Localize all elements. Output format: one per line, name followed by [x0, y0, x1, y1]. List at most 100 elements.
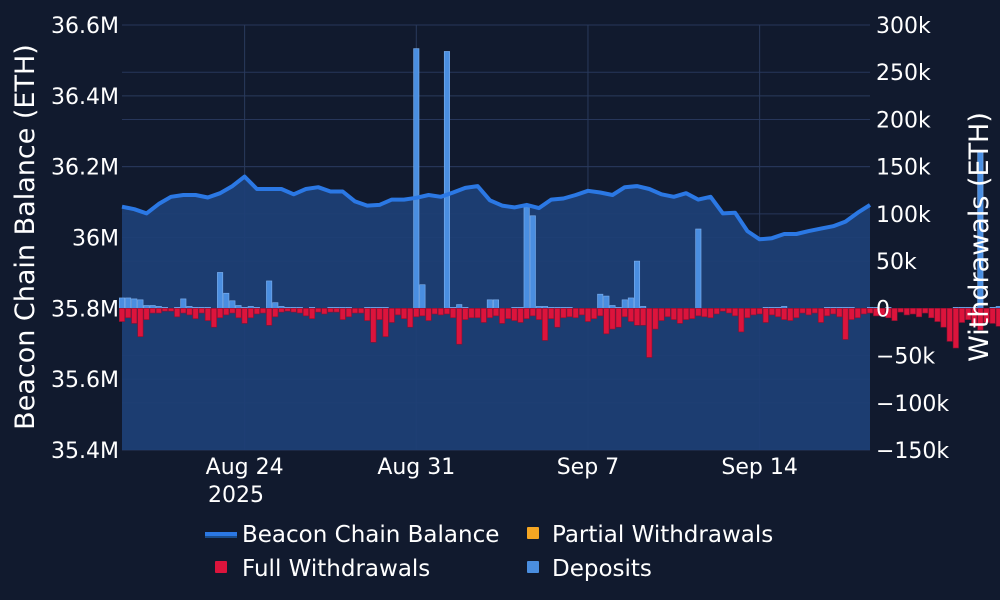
full-withdrawal-bar-48[interactable]	[413, 308, 420, 318]
deposit-bar-82[interactable]	[621, 299, 628, 309]
full-withdrawal-bar-97[interactable]	[713, 308, 720, 315]
full-withdrawal-bar-34[interactable]	[327, 308, 334, 313]
full-withdrawal-bar-101[interactable]	[738, 308, 745, 333]
full-withdrawal-bar-4[interactable]	[143, 308, 150, 320]
deposit-bar-5[interactable]	[149, 305, 156, 309]
full-withdrawal-bar-26[interactable]	[278, 308, 285, 313]
full-withdrawal-bar-129[interactable]	[909, 308, 916, 315]
full-withdrawal-bar-10[interactable]	[180, 308, 187, 314]
full-withdrawal-bar-96[interactable]	[707, 308, 714, 319]
deposit-bar-61[interactable]	[492, 299, 499, 309]
deposit-bar-79[interactable]	[603, 295, 610, 309]
balance-line[interactable]	[121, 174, 872, 242]
full-withdrawal-bar-33[interactable]	[321, 308, 328, 315]
deposit-bar-66[interactable]	[523, 206, 530, 309]
full-withdrawal-bar-68[interactable]	[535, 308, 542, 320]
full-withdrawal-bar-107[interactable]	[775, 308, 782, 318]
full-withdrawal-bar-12[interactable]	[192, 308, 199, 320]
full-withdrawal-bar-38[interactable]	[351, 308, 358, 314]
deposit-bar-4[interactable]	[143, 305, 150, 309]
full-withdrawal-bar-1[interactable]	[125, 308, 132, 319]
full-withdrawal-bar-133[interactable]	[934, 308, 941, 322]
deposit-bar-2[interactable]	[131, 298, 138, 309]
full-withdrawal-bar-116[interactable]	[830, 308, 837, 315]
full-withdrawal-bar-67[interactable]	[529, 308, 536, 317]
full-withdrawal-bar-118[interactable]	[842, 308, 849, 340]
full-withdrawal-bar-76[interactable]	[584, 308, 591, 322]
legend-item-partial-withdrawals[interactable]: Partial Withdrawals	[527, 522, 773, 548]
full-withdrawal-bar-8[interactable]	[168, 308, 175, 312]
full-withdrawal-bar-94[interactable]	[695, 308, 702, 317]
full-withdrawal-bar-56[interactable]	[462, 308, 469, 320]
deposit-bar-94[interactable]	[695, 228, 702, 309]
full-withdrawal-bar-108[interactable]	[781, 308, 788, 320]
full-withdrawal-bar-72[interactable]	[560, 308, 567, 319]
full-withdrawal-bar-111[interactable]	[799, 308, 806, 314]
full-withdrawal-bar-114[interactable]	[817, 308, 824, 323]
full-withdrawal-bar-89[interactable]	[664, 308, 671, 318]
full-withdrawal-bar-84[interactable]	[634, 308, 641, 326]
full-withdrawal-bar-142[interactable]	[989, 308, 996, 324]
full-withdrawal-bar-136[interactable]	[952, 308, 959, 349]
full-withdrawal-bar-45[interactable]	[394, 308, 401, 316]
full-withdrawal-bar-115[interactable]	[824, 308, 831, 317]
full-withdrawal-bar-100[interactable]	[732, 308, 739, 317]
full-withdrawal-bar-25[interactable]	[272, 308, 279, 318]
full-withdrawal-bar-49[interactable]	[419, 308, 426, 317]
legend-item-deposits[interactable]: Deposits	[527, 556, 652, 582]
deposit-bar-60[interactable]	[486, 299, 493, 309]
full-withdrawal-bar-71[interactable]	[554, 308, 561, 328]
full-withdrawal-bar-134[interactable]	[940, 308, 947, 328]
full-withdrawal-bar-79[interactable]	[603, 308, 610, 335]
full-withdrawal-bar-131[interactable]	[922, 308, 929, 314]
full-withdrawal-bar-41[interactable]	[370, 308, 377, 343]
full-withdrawal-bar-69[interactable]	[542, 308, 549, 341]
full-withdrawal-bar-75[interactable]	[578, 308, 585, 316]
full-withdrawal-bar-57[interactable]	[468, 308, 475, 319]
full-withdrawal-bar-92[interactable]	[683, 308, 690, 320]
full-withdrawal-bar-81[interactable]	[615, 308, 622, 328]
full-withdrawal-bar-126[interactable]	[891, 308, 898, 321]
deposit-bar-83[interactable]	[627, 297, 634, 309]
full-withdrawal-bar-17[interactable]	[223, 308, 230, 316]
full-withdrawal-bar-24[interactable]	[266, 308, 273, 326]
full-withdrawal-bar-30[interactable]	[302, 308, 309, 317]
full-withdrawal-bar-27[interactable]	[284, 308, 291, 312]
legend-item-balance[interactable]: Beacon Chain Balance	[205, 522, 499, 548]
full-withdrawal-bar-28[interactable]	[290, 308, 297, 313]
full-withdrawal-bar-2[interactable]	[131, 308, 138, 324]
deposit-bar-19[interactable]	[235, 305, 242, 309]
legend[interactable]: Beacon Chain Balance Partial Withdrawals…	[205, 522, 773, 582]
deposit-bar-67[interactable]	[529, 215, 536, 309]
full-withdrawal-bar-18[interactable]	[229, 308, 236, 314]
full-withdrawal-bar-139[interactable]	[971, 308, 978, 327]
full-withdrawal-bar-83[interactable]	[627, 308, 634, 322]
full-withdrawal-bar-47[interactable]	[407, 308, 414, 328]
full-withdrawal-bar-50[interactable]	[425, 308, 432, 321]
full-withdrawal-bar-32[interactable]	[315, 308, 322, 313]
full-withdrawal-bar-113[interactable]	[811, 308, 818, 314]
deposit-bar-25[interactable]	[272, 302, 279, 309]
deposit-bar-0[interactable]	[119, 297, 126, 309]
deposit-bar-53[interactable]	[443, 51, 450, 309]
full-withdrawal-bar-125[interactable]	[885, 308, 892, 319]
full-withdrawal-bar-40[interactable]	[364, 308, 371, 321]
full-withdrawal-bar-36[interactable]	[339, 308, 346, 320]
full-withdrawal-bar-95[interactable]	[701, 308, 708, 318]
deposit-bar-16[interactable]	[217, 272, 224, 309]
full-withdrawal-bar-77[interactable]	[591, 308, 598, 320]
full-withdrawal-bar-120[interactable]	[854, 308, 861, 319]
full-withdrawal-bar-103[interactable]	[750, 308, 757, 316]
full-withdrawal-bar-90[interactable]	[670, 308, 677, 320]
deposit-bar-24[interactable]	[266, 280, 273, 309]
full-withdrawal-bar-20[interactable]	[241, 308, 248, 324]
full-withdrawal-bar-132[interactable]	[928, 308, 935, 319]
full-withdrawal-bar-55[interactable]	[456, 308, 463, 345]
full-withdrawal-bar-35[interactable]	[333, 308, 340, 313]
full-withdrawal-bar-78[interactable]	[597, 308, 604, 317]
full-withdrawal-bar-37[interactable]	[345, 308, 352, 318]
full-withdrawal-bar-21[interactable]	[247, 308, 254, 319]
full-withdrawal-bar-46[interactable]	[401, 308, 408, 320]
full-withdrawal-bar-87[interactable]	[652, 308, 659, 330]
full-withdrawal-bar-61[interactable]	[492, 308, 499, 317]
